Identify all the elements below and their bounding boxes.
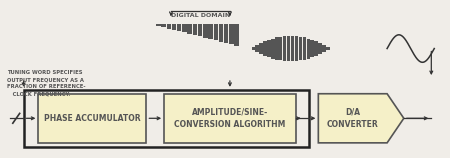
- Bar: [306, 39, 310, 58]
- Bar: [229, 24, 234, 44]
- Bar: [295, 36, 298, 61]
- Bar: [315, 41, 318, 56]
- Bar: [283, 36, 286, 61]
- Bar: [271, 39, 274, 58]
- Bar: [224, 24, 228, 43]
- Bar: [213, 24, 218, 40]
- Bar: [322, 45, 326, 52]
- Bar: [164, 94, 296, 143]
- Bar: [182, 24, 187, 33]
- Bar: [177, 24, 181, 31]
- Bar: [310, 40, 314, 57]
- Bar: [318, 43, 322, 54]
- Polygon shape: [318, 94, 404, 143]
- Bar: [208, 24, 213, 39]
- Bar: [23, 90, 309, 147]
- Text: DIGITAL DOMAIN: DIGITAL DOMAIN: [171, 13, 230, 18]
- Bar: [275, 37, 279, 60]
- Bar: [219, 24, 223, 42]
- Bar: [166, 24, 171, 29]
- Bar: [38, 94, 146, 143]
- Bar: [203, 24, 207, 38]
- Bar: [256, 45, 259, 52]
- Bar: [172, 24, 176, 30]
- Text: AMPLITUDE/SINE-
CONVERSION ALGORITHM: AMPLITUDE/SINE- CONVERSION ALGORITHM: [174, 108, 286, 129]
- Bar: [188, 24, 192, 34]
- Bar: [291, 36, 294, 61]
- Bar: [287, 36, 290, 61]
- Bar: [259, 43, 263, 54]
- Text: D/A
CONVERTER: D/A CONVERTER: [327, 108, 378, 129]
- Bar: [193, 24, 197, 35]
- Bar: [267, 40, 271, 57]
- Bar: [156, 24, 161, 26]
- Text: PHASE ACCUMULATOR: PHASE ACCUMULATOR: [44, 114, 141, 123]
- Bar: [252, 47, 255, 50]
- Bar: [198, 24, 202, 36]
- Bar: [302, 37, 306, 60]
- Bar: [279, 37, 283, 60]
- Bar: [326, 47, 330, 50]
- Bar: [234, 24, 239, 46]
- Text: TUNING WORD SPECIFIES
OUTPUT FREQUENCY AS A
FRACTION OF REFERENCE-
   CLOCK FREQ: TUNING WORD SPECIFIES OUTPUT FREQUENCY A…: [7, 70, 86, 96]
- Bar: [162, 24, 166, 27]
- Bar: [263, 41, 267, 56]
- Bar: [299, 37, 302, 60]
